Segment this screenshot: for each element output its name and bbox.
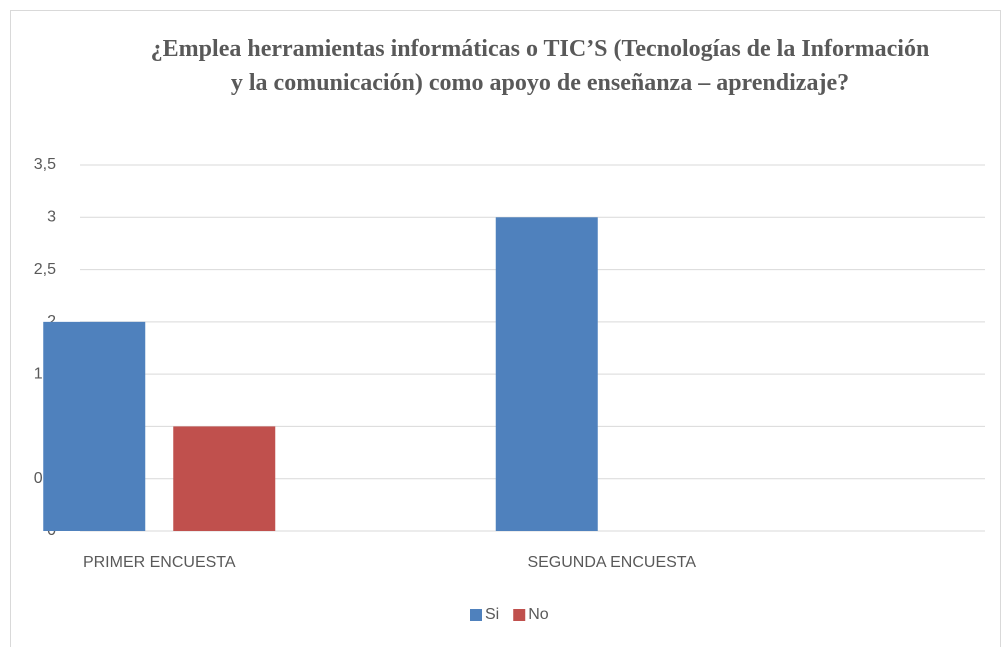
legend-label: Si — [485, 606, 499, 623]
y-tick-label: 3,5 — [34, 156, 56, 173]
y-tick-label: 2,5 — [34, 261, 56, 278]
legend-label: No — [528, 606, 549, 623]
bar — [495, 217, 598, 532]
chart-border — [10, 10, 1001, 647]
bar — [43, 321, 146, 531]
legend-swatch — [470, 609, 482, 621]
x-tick-label: SEGUNDA ENCUESTA — [527, 554, 696, 571]
chart-title: ¿Emplea herramientas informáticas o TIC’… — [150, 36, 930, 96]
legend-swatch — [513, 609, 526, 621]
x-tick-label: PRIMER ENCUESTA — [83, 554, 236, 571]
bar — [173, 426, 276, 531]
y-tick-label: 3 — [47, 209, 56, 226]
y-tick-label: 2 — [47, 313, 56, 330]
